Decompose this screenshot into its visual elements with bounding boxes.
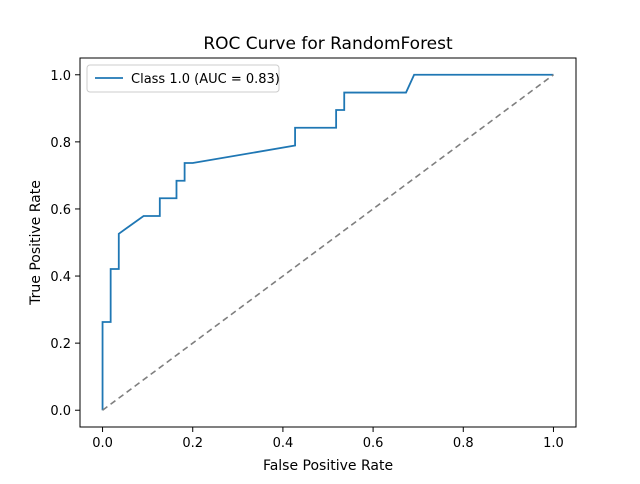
chance-diagonal-line [102,74,554,411]
x-axis-ticks: 0.0 0.2 0.4 0.6 0.8 1.0 [92,427,564,451]
legend-box [86,64,280,93]
y-tick-label: 1.0 [50,69,71,84]
x-tick-label: 1.0 [543,436,564,451]
x-tick-label: 0.2 [182,436,203,451]
y-tick-label: 0.6 [50,203,71,218]
y-tick-label: 0.0 [50,404,71,419]
y-tick-label: 0.4 [50,270,71,285]
axes-frame [79,57,577,428]
x-tick-label: 0.6 [363,436,384,451]
x-tick-label: 0.0 [92,436,113,451]
y-axis-ticks: 0.0 0.2 0.4 0.6 0.8 1.0 [50,69,80,419]
chart-title: ROC Curve for RandomForest [203,34,453,54]
y-tick-label: 0.8 [50,136,71,151]
legend-label: Class 1.0 (AUC = 0.83) [131,72,280,87]
y-axis-label: True Positive Rate [28,180,44,306]
legend: Class 1.0 (AUC = 0.83) [86,64,280,93]
y-tick-label: 0.2 [50,337,71,352]
x-tick-label: 0.8 [453,436,474,451]
x-tick-label: 0.4 [273,436,294,451]
plot-lines [101,73,554,411]
x-axis-label: False Positive Rate [263,458,393,474]
roc-curve-line [101,73,554,411]
